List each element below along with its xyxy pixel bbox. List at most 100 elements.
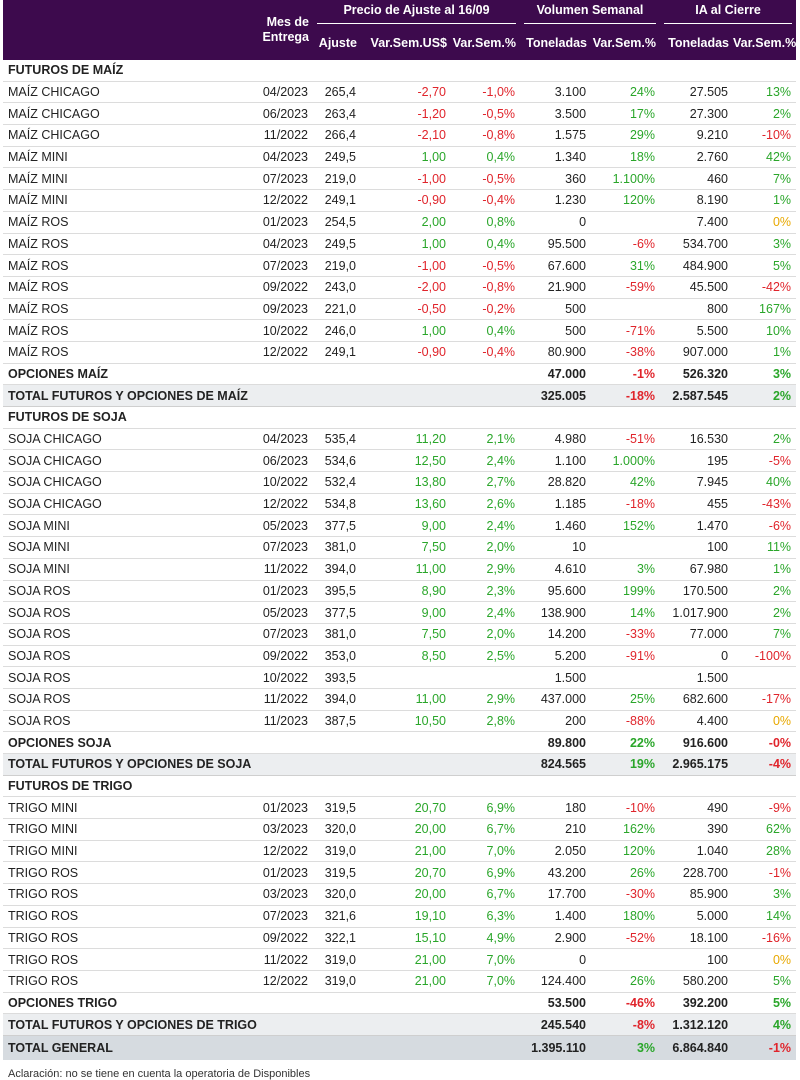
product-name: TRIGO MINI — [3, 840, 249, 863]
var-sem-pct: -0,5% — [451, 167, 521, 191]
ia-toneladas: 1.312.120 — [660, 1013, 734, 1036]
ajuste: 319,0 — [313, 970, 361, 993]
header-ajuste: Ajuste — [313, 27, 361, 60]
ia-var-pct: -4% — [733, 753, 797, 776]
ajuste: 394,0 — [313, 558, 361, 581]
volumen-toneladas: 138.900 — [520, 601, 592, 624]
var-sem-usd: 8,50 — [361, 645, 451, 668]
product-name: MAÍZ ROS — [3, 298, 249, 321]
table-body: FUTUROS DE MAÍZ MAÍZ CHICAGO 04/2023 265,4-… — [3, 60, 797, 1060]
volumen-toneladas: 1.460 — [520, 514, 592, 538]
var-sem-usd: 21,00 — [361, 970, 451, 993]
ajuste: 321,6 — [313, 905, 361, 928]
volumen-toneladas: 360 — [520, 167, 592, 191]
header-toneladas: Toneladas — [520, 27, 592, 60]
table-row: MAÍZ CHICAGO 04/2023 265,4 -2,70 -1,0% 3.100 2… — [3, 81, 797, 104]
mes-entrega: 11/2023 — [249, 710, 313, 733]
ia-var-pct: -6% — [733, 514, 797, 538]
ia-toneladas: 5.500 — [660, 319, 734, 342]
ia-var-pct: -43% — [733, 493, 797, 516]
ajuste: 319,0 — [313, 948, 361, 971]
var-sem-pct: -0,2% — [451, 298, 521, 321]
var-sem-usd: -0,90 — [361, 341, 451, 364]
table-row: SOJA ROS 09/2022 353,0 8,50 2,5% 5.200 -91% 0 -1… — [3, 645, 797, 668]
volumen-toneladas: 1.100 — [520, 449, 592, 473]
volumen-toneladas: 824.565 — [520, 753, 592, 776]
var-sem-pct: 6,3% — [451, 905, 521, 928]
mes-entrega: 09/2022 — [249, 927, 313, 950]
ia-var-pct: 10% — [733, 319, 797, 342]
var-sem-pct: -0,4% — [451, 189, 521, 212]
mes-entrega: 04/2023 — [249, 428, 313, 451]
total-row: TOTAL FUTUROS Y OPCIONES DE MAÍZ 325.005-… — [3, 384, 797, 407]
var-sem-pct: 0,8% — [451, 211, 521, 234]
volumen-toneladas: 1.395.110 — [520, 1035, 592, 1060]
ia-var-pct: -42% — [733, 276, 797, 299]
table-row: MAÍZ CHICAGO 11/2022 266,4 -2,10 -0,8% 1.575 2… — [3, 124, 797, 147]
ia-toneladas: 2.587.545 — [660, 384, 734, 407]
row-label: TOTAL FUTUROS Y OPCIONES DE MAÍZ — [3, 384, 521, 407]
volumen-toneladas: 43.200 — [520, 861, 592, 885]
ia-var-pct: -100% — [733, 645, 797, 668]
ia-toneladas: 45.500 — [660, 276, 734, 299]
ia-var-pct: 5% — [733, 254, 797, 277]
var-sem-pct: 0,4% — [451, 233, 521, 256]
ia-var-pct — [733, 666, 797, 689]
options-row: OPCIONES MAÍZ 47.000 -1% 526.320 3% — [3, 363, 797, 386]
volumen-var-pct: -71% — [591, 319, 661, 342]
section-title: FUTUROS DE TRIGO — [3, 775, 797, 798]
options-row: OPCIONES TRIGO 53.500 -46% 392.200 5% — [3, 992, 797, 1015]
var-sem-usd: -1,00 — [361, 254, 451, 277]
table-row: SOJA CHICAGO 04/2023 535,4 11,20 2,1% 4.980 -5… — [3, 428, 797, 451]
ajuste: 394,0 — [313, 688, 361, 711]
var-sem-usd: -2,70 — [361, 81, 451, 104]
row-label: OPCIONES SOJA — [3, 731, 521, 754]
ajuste: 322,1 — [313, 927, 361, 950]
ia-var-pct: 2% — [733, 428, 797, 451]
product-name: SOJA ROS — [3, 580, 249, 603]
var-sem-pct: 2,3% — [451, 580, 521, 603]
volumen-var-pct: 29% — [591, 124, 661, 147]
ia-var-pct: 2% — [733, 384, 797, 407]
ajuste: 387,5 — [313, 710, 361, 733]
volumen-toneladas: 1.400 — [520, 905, 592, 928]
header-var-pct: Var.Sem.% — [451, 27, 521, 60]
var-sem-usd: 20,70 — [361, 861, 451, 885]
ia-toneladas: 100 — [660, 536, 734, 559]
var-sem-usd: 2,00 — [361, 211, 451, 234]
ia-var-pct: 167% — [733, 298, 797, 321]
ia-var-pct: -0% — [733, 731, 797, 754]
volumen-var-pct — [591, 948, 661, 971]
var-sem-usd: 11,20 — [361, 428, 451, 451]
ajuste: 219,0 — [313, 167, 361, 191]
ia-var-pct: 1% — [733, 558, 797, 581]
row-label: TOTAL FUTUROS Y OPCIONES DE SOJA — [3, 753, 521, 776]
table-row: MAÍZ MINI 12/2022 249,1 -0,90 -0,4% 1.230 120%… — [3, 189, 797, 212]
ia-var-pct: 2% — [733, 102, 797, 126]
volumen-var-pct: -91% — [591, 645, 661, 668]
volumen-toneladas: 1.340 — [520, 146, 592, 169]
table-row: TRIGO ROS 11/2022 319,0 21,00 7,0% 0 100 0% — [3, 948, 797, 971]
footnote: Aclaración: no se tiene en cuenta la ope… — [8, 1067, 311, 1080]
var-sem-usd: 1,00 — [361, 146, 451, 169]
volumen-var-pct: 120% — [591, 840, 661, 863]
var-sem-pct: 7,0% — [451, 970, 521, 993]
mes-entrega: 01/2023 — [249, 796, 313, 820]
ajuste: 381,0 — [313, 623, 361, 646]
volumen-var-pct: -30% — [591, 883, 661, 906]
ia-toneladas: 9.210 — [660, 124, 734, 147]
table-row: SOJA CHICAGO 12/2022 534,8 13,60 2,6% 1.185 -1… — [3, 493, 797, 516]
section-header-row: FUTUROS DE SOJA — [3, 406, 797, 429]
mes-entrega: 12/2022 — [249, 493, 313, 516]
ia-var-pct: -17% — [733, 688, 797, 711]
ia-toneladas: 100 — [660, 948, 734, 971]
table-row: TRIGO ROS 07/2023 321,6 19,10 6,3% 1.400 180% 5… — [3, 905, 797, 928]
ia-var-pct: 1% — [733, 341, 797, 364]
mes-entrega: 03/2023 — [249, 883, 313, 906]
volumen-var-pct: -18% — [591, 493, 661, 516]
mes-entrega: 05/2023 — [249, 514, 313, 538]
volumen-var-pct: -46% — [591, 992, 661, 1015]
table-row: TRIGO ROS 03/2023 320,0 20,00 6,7% 17.700 -30%… — [3, 883, 797, 906]
var-sem-usd: 10,50 — [361, 710, 451, 733]
ia-var-pct: -9% — [733, 796, 797, 820]
